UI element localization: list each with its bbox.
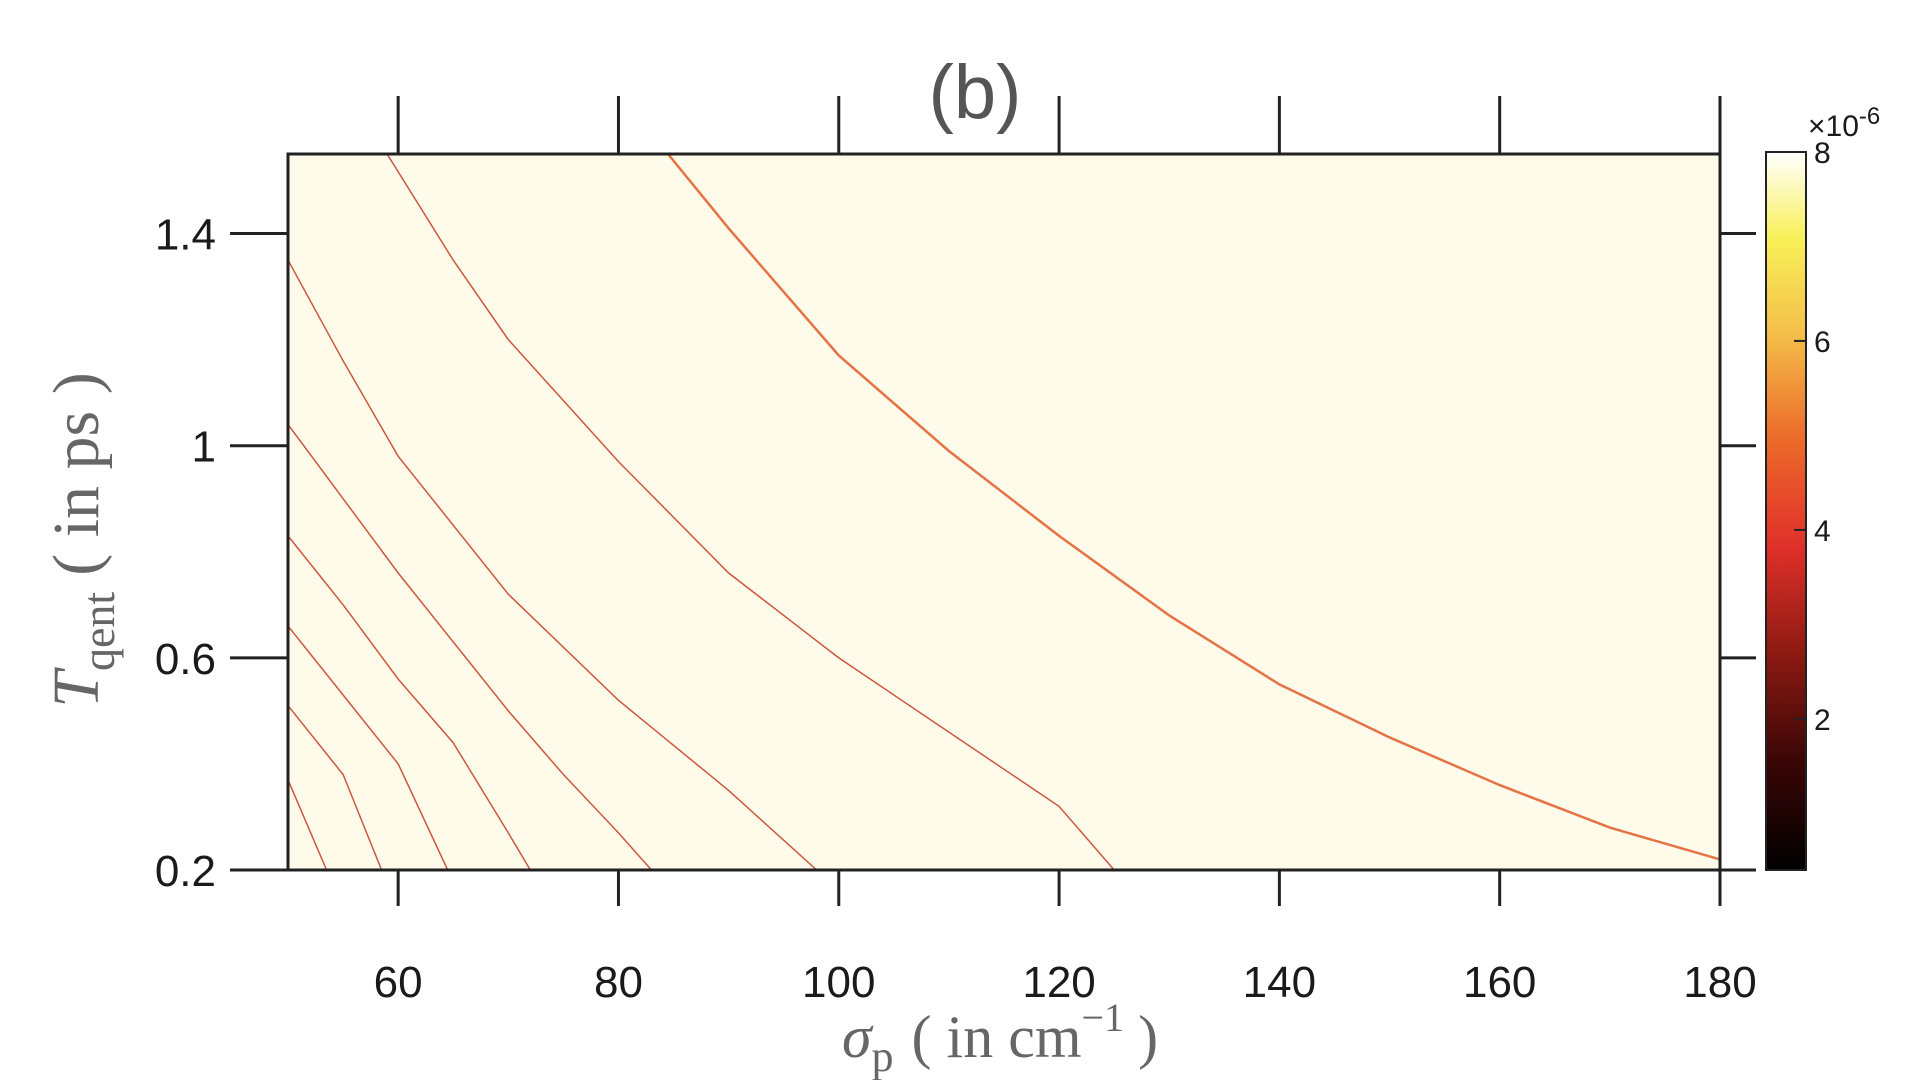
contour-line-6 <box>288 625 449 870</box>
colorbar-exponent: ×10-6 <box>1808 103 1880 143</box>
colorbar-tick-label: 6 <box>1814 326 1831 359</box>
contour-lines <box>288 154 1720 870</box>
contour-line-4 <box>288 424 653 870</box>
y-tick-label: 1.4 <box>155 211 216 260</box>
y-tick-label: 1 <box>192 423 216 472</box>
x-tick-label: 100 <box>802 958 875 1007</box>
x-axis-close: ) <box>1138 1004 1158 1070</box>
chart-title: (b) <box>929 50 1022 135</box>
y-axis-label: Tqent ( in ps ) <box>40 372 124 707</box>
y-axis-subscript: qent <box>73 592 124 671</box>
y-tick-label: 0.2 <box>155 847 216 896</box>
colorbar-tick-label: 2 <box>1814 704 1831 737</box>
x-tick-label: 140 <box>1243 958 1316 1007</box>
x-tick-label: 120 <box>1022 958 1095 1007</box>
contour-line-8 <box>288 779 328 870</box>
contour-line-2 <box>386 154 1115 870</box>
x-axis-symbol: σ <box>842 1004 874 1070</box>
y-axis-symbol: T <box>40 667 113 708</box>
colorbar-tick-label: 4 <box>1814 515 1831 548</box>
x-axis-label: σp ( in cm−1) <box>842 995 1158 1080</box>
x-tick-label: 160 <box>1463 958 1536 1007</box>
contour-line-5 <box>288 535 531 870</box>
colorbar-exponent-base: ×10 <box>1808 110 1859 143</box>
contour-band-9 <box>288 154 1720 870</box>
contour-line-7 <box>288 705 383 870</box>
colorbar <box>1765 151 1807 871</box>
x-tick-label: 180 <box>1683 958 1756 1007</box>
colorbar-exponent-power: -6 <box>1859 103 1880 130</box>
plot-frame <box>286 152 1722 872</box>
y-axis-ticks: 0.2 0.6 1 1.4 <box>155 211 1756 896</box>
y-axis-text: ( in ps ) <box>40 372 113 575</box>
x-axis-ticks: 60 80 100 120 140 160 180 <box>374 96 1757 1007</box>
x-axis-superscript: −1 <box>1082 995 1125 1040</box>
contour-line-1 <box>667 154 1720 861</box>
contour-line-3 <box>288 259 818 870</box>
x-axis-text: ( in cm <box>912 1004 1082 1070</box>
colorbar-ticks: 2 4 6 8 <box>1794 137 1831 737</box>
colorbar-tick-label: 8 <box>1814 137 1831 170</box>
x-axis-subscript: p <box>872 1032 894 1080</box>
x-tick-label: 80 <box>594 958 643 1007</box>
x-tick-label: 60 <box>374 958 423 1007</box>
contour-bands <box>288 154 1720 870</box>
y-tick-label: 0.6 <box>155 635 216 684</box>
